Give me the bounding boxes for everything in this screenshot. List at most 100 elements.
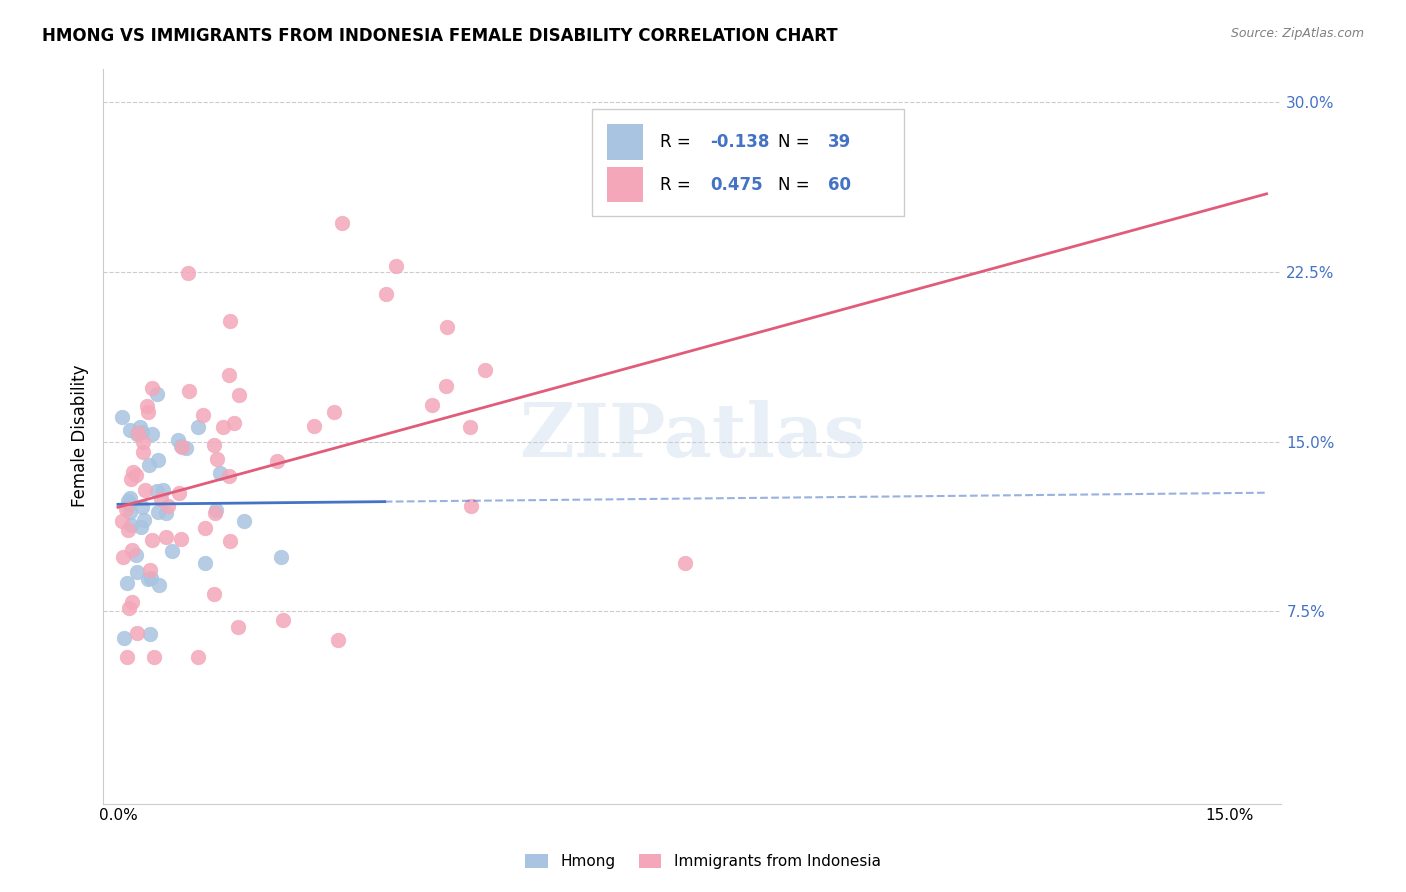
- Point: [420, 398, 443, 412]
- FancyBboxPatch shape: [607, 167, 643, 202]
- Point: [302, 419, 325, 434]
- Point: [191, 408, 214, 422]
- Point: [125, 468, 148, 483]
- Point: [434, 379, 457, 393]
- Point: [460, 499, 482, 513]
- Point: [208, 466, 231, 480]
- Point: [204, 587, 226, 601]
- Point: [115, 649, 138, 664]
- Point: [233, 514, 256, 528]
- Point: [117, 523, 139, 537]
- Point: [177, 266, 200, 280]
- Point: [120, 491, 142, 505]
- Text: 60: 60: [828, 176, 851, 194]
- Point: [326, 632, 349, 647]
- Point: [131, 425, 153, 440]
- Point: [162, 543, 184, 558]
- Point: [157, 499, 180, 513]
- Point: [138, 405, 160, 419]
- Text: 0.475: 0.475: [710, 176, 762, 194]
- Point: [474, 363, 496, 377]
- Point: [141, 533, 163, 548]
- Point: [131, 500, 153, 514]
- FancyBboxPatch shape: [607, 124, 643, 160]
- Point: [132, 434, 155, 449]
- Point: [226, 620, 249, 634]
- Point: [112, 549, 135, 564]
- Point: [121, 543, 143, 558]
- Point: [111, 514, 134, 528]
- Text: HMONG VS IMMIGRANTS FROM INDONESIA FEMALE DISABILITY CORRELATION CHART: HMONG VS IMMIGRANTS FROM INDONESIA FEMAL…: [42, 27, 838, 45]
- Point: [146, 505, 169, 519]
- Point: [115, 576, 138, 591]
- Point: [118, 505, 141, 519]
- Point: [155, 530, 177, 544]
- Point: [131, 445, 153, 459]
- Legend: Hmong, Immigrants from Indonesia: Hmong, Immigrants from Indonesia: [519, 848, 887, 875]
- Point: [148, 578, 170, 592]
- Point: [142, 649, 165, 664]
- Point: [146, 452, 169, 467]
- Point: [170, 439, 193, 453]
- Point: [111, 409, 134, 424]
- Point: [219, 313, 242, 327]
- Point: [222, 416, 245, 430]
- Point: [117, 494, 139, 508]
- Text: -0.138: -0.138: [710, 133, 769, 151]
- Point: [458, 420, 481, 434]
- Point: [207, 451, 229, 466]
- Point: [675, 556, 697, 570]
- Text: N =: N =: [779, 176, 815, 194]
- Point: [139, 563, 162, 577]
- Point: [193, 556, 215, 570]
- FancyBboxPatch shape: [592, 109, 904, 216]
- Point: [122, 465, 145, 479]
- Point: [194, 521, 217, 535]
- Point: [121, 595, 143, 609]
- Point: [139, 627, 162, 641]
- Point: [115, 501, 138, 516]
- Point: [211, 420, 233, 434]
- Point: [375, 287, 398, 301]
- Point: [322, 405, 344, 419]
- Y-axis label: Female Disability: Female Disability: [72, 365, 89, 508]
- Point: [187, 649, 209, 664]
- Point: [436, 320, 458, 334]
- Point: [149, 491, 172, 506]
- Point: [177, 384, 200, 399]
- Point: [120, 518, 142, 533]
- Point: [141, 380, 163, 394]
- Point: [138, 572, 160, 586]
- Point: [146, 483, 169, 498]
- Point: [155, 507, 177, 521]
- Point: [204, 502, 226, 516]
- Point: [270, 549, 292, 564]
- Point: [118, 600, 141, 615]
- Point: [266, 453, 288, 467]
- Point: [125, 626, 148, 640]
- Text: R =: R =: [661, 176, 696, 194]
- Point: [187, 420, 209, 434]
- Text: N =: N =: [779, 133, 815, 151]
- Point: [273, 613, 295, 627]
- Text: 39: 39: [828, 133, 851, 151]
- Point: [127, 427, 149, 442]
- Point: [127, 425, 149, 440]
- Point: [146, 387, 169, 401]
- Point: [118, 497, 141, 511]
- Point: [127, 565, 149, 579]
- Point: [134, 483, 156, 498]
- Point: [120, 473, 142, 487]
- Point: [134, 513, 156, 527]
- Point: [204, 506, 226, 520]
- Point: [170, 532, 193, 546]
- Point: [330, 216, 353, 230]
- Point: [152, 483, 174, 497]
- Point: [138, 458, 160, 472]
- Point: [135, 399, 157, 413]
- Point: [166, 433, 188, 447]
- Point: [170, 440, 193, 454]
- Point: [385, 259, 408, 273]
- Text: ZIPatlas: ZIPatlas: [519, 400, 866, 473]
- Point: [228, 388, 250, 402]
